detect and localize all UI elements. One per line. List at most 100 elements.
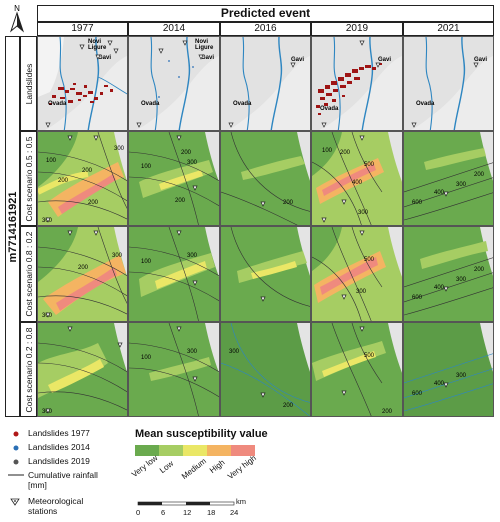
svg-text:200: 200	[382, 409, 393, 415]
svg-text:Ovada: Ovada	[141, 101, 160, 107]
susceptibility-legend-title: Mean susceptibility value	[135, 428, 268, 440]
susceptibility-class-labels: Very low Low Medium High Very high	[128, 453, 268, 496]
svg-text:300: 300	[112, 253, 123, 259]
svg-text:500: 500	[364, 257, 375, 263]
svg-text:Novi: Novi	[88, 39, 101, 45]
svg-text:Ovada: Ovada	[48, 101, 67, 107]
row-header-scenario-05-05: Cost scenario 0.5 : 0.5	[20, 131, 37, 226]
class-label-very-high: Very high	[226, 453, 258, 482]
svg-text:500: 500	[364, 162, 375, 168]
svg-text:400: 400	[352, 180, 363, 186]
legend-landslides-2019: Landslides 2019	[28, 456, 90, 466]
susceptibility-map-2016-scenario-05-05: 200	[220, 131, 311, 226]
scale-bar-graphic	[137, 501, 235, 506]
svg-text:Novi: Novi	[195, 39, 208, 45]
class-label-low: Low	[158, 458, 176, 476]
svg-text:200: 200	[181, 150, 192, 156]
svg-text:200: 200	[58, 178, 69, 184]
svg-text:200: 200	[340, 150, 351, 156]
svg-text:200: 200	[78, 265, 89, 271]
susceptibility-map-2019-scenario-02-08: 500 200	[311, 322, 403, 417]
svg-text:200: 200	[175, 198, 186, 204]
svg-text:500: 500	[364, 353, 375, 359]
svg-text:200: 200	[82, 168, 93, 174]
class-label-high: High	[208, 457, 227, 476]
north-label: N	[14, 4, 20, 13]
legend-rainfall-line1: Cumulative rainfall	[28, 470, 98, 480]
row-header-scenario-08-02: Cost scenario 0.8 : 0.2	[20, 226, 37, 322]
swatch-very-low	[135, 445, 159, 456]
scale-bar: 0 6 12 18 24 km	[136, 497, 276, 519]
susceptibility-map-1977-scenario-08-02: 200 300 300	[37, 226, 128, 322]
svg-text:Ligure: Ligure	[88, 45, 107, 51]
svg-text:100: 100	[141, 355, 152, 361]
landslide-map-1977: Novi Ligure Gavi Ovada	[37, 36, 128, 131]
susceptibility-color-ramp	[135, 445, 255, 456]
legend-stations-line2: stations	[28, 506, 58, 516]
meteorological-station-icon	[10, 498, 20, 506]
svg-text:200: 200	[474, 267, 485, 273]
landslide-1977-dot-icon	[13, 431, 19, 437]
row-header-scenario-02-08: Cost scenario 0.2 : 0.8	[20, 322, 37, 417]
landslide-2014-dot-icon	[13, 445, 19, 451]
north-arrow-icon: N	[9, 4, 25, 33]
column-header-2021: 2021	[403, 22, 494, 36]
predicted-event-header: Predicted event	[37, 5, 494, 22]
model-id-label: m7714161921	[5, 36, 20, 417]
row-header-landslides: Landslides	[20, 36, 37, 131]
svg-text:200: 200	[88, 200, 99, 206]
svg-text:Ovada: Ovada	[416, 101, 435, 107]
column-header-2019: 2019	[311, 22, 403, 36]
svg-text:300: 300	[229, 349, 240, 355]
landslide-map-2019: Gavi Ovada	[311, 36, 403, 131]
susceptibility-map-2021-scenario-05-05: 600 400 300 200	[403, 131, 494, 226]
landslide-map-2021: Gavi Ovada	[403, 36, 494, 131]
swatch-high	[207, 445, 231, 456]
svg-text:300: 300	[358, 210, 369, 216]
svg-text:600: 600	[412, 200, 423, 206]
scale-tick-0: 0	[136, 508, 141, 517]
column-header-2014: 2014	[128, 22, 220, 36]
class-label-medium: Medium	[180, 456, 208, 482]
svg-text:400: 400	[434, 190, 445, 196]
rainfall-line-icon	[8, 474, 24, 476]
landslide-map-2014: Novi Ligure Gavi Ovada	[128, 36, 220, 131]
map-legend: Landslides 1977 Landslides 2014 Landslid…	[8, 426, 128, 521]
legend-landslides-2014: Landslides 2014	[28, 442, 90, 452]
svg-text:200: 200	[283, 200, 294, 206]
svg-text:600: 600	[412, 295, 423, 301]
landslide-map-2016: Gavi Ovada	[220, 36, 311, 131]
landslide-2019-dot-icon	[13, 459, 19, 465]
susceptibility-map-2021-scenario-08-02: 600 400 300 200	[403, 226, 494, 322]
svg-text:300: 300	[187, 160, 198, 166]
susceptibility-map-2014-scenario-08-02: 300 100	[128, 226, 220, 322]
legend-landslides-1977: Landslides 1977	[28, 428, 90, 438]
susceptibility-map-2016-scenario-02-08: 300 200	[220, 322, 311, 417]
svg-text:200: 200	[283, 403, 294, 409]
susceptibility-map-1977-scenario-05-05: 200 200 300 300 200 100	[37, 131, 128, 226]
susceptibility-map-2014-scenario-05-05: 300 100 200 200	[128, 131, 220, 226]
svg-text:100: 100	[141, 164, 152, 170]
svg-text:300: 300	[187, 349, 198, 355]
susceptibility-map-2014-scenario-02-08: 300 100	[128, 322, 220, 417]
svg-text:Ovada: Ovada	[233, 101, 252, 107]
svg-text:Gavi: Gavi	[474, 57, 487, 63]
svg-text:100: 100	[322, 148, 333, 154]
scale-unit: km	[236, 497, 246, 506]
legend-rainfall-line2: [mm]	[28, 480, 47, 490]
svg-text:300: 300	[456, 373, 467, 379]
class-label-very-low: Very low	[130, 453, 160, 480]
susceptibility-map-1977-scenario-02-08: 300	[37, 322, 128, 417]
svg-text:Gavi: Gavi	[378, 57, 391, 63]
svg-text:Ovada: Ovada	[320, 106, 339, 112]
susceptibility-map-2016-scenario-08-02	[220, 226, 311, 322]
susceptibility-map-2019-scenario-08-02: 500 300	[311, 226, 403, 322]
svg-text:400: 400	[434, 381, 445, 387]
svg-text:Gavi: Gavi	[98, 55, 111, 61]
scale-tick-24: 24	[230, 508, 239, 517]
column-header-1977: 1977	[37, 22, 128, 36]
svg-text:300: 300	[456, 277, 467, 283]
svg-text:Gavi: Gavi	[201, 55, 214, 61]
svg-text:600: 600	[412, 391, 423, 397]
swatch-very-high	[231, 445, 255, 456]
